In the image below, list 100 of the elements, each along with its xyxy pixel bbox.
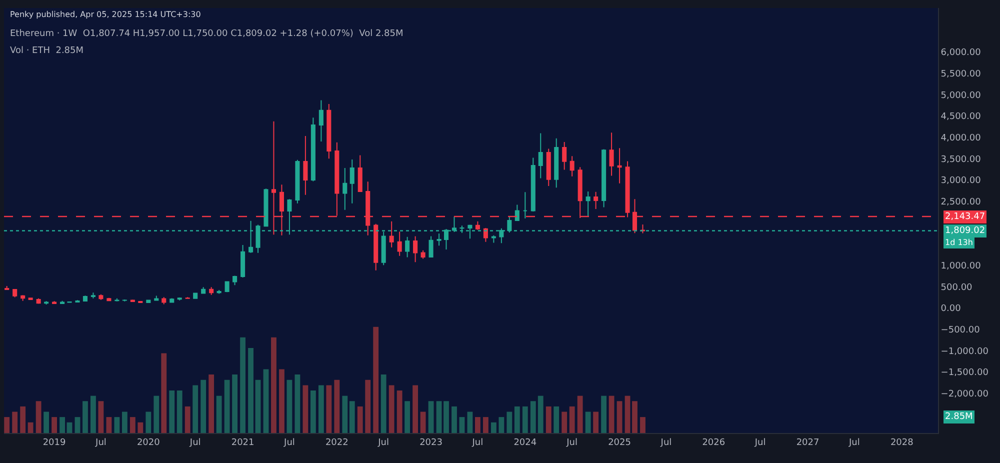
candlestick bbox=[342, 168, 348, 210]
x-tick-label: Jul bbox=[471, 438, 484, 448]
bar bbox=[176, 390, 182, 433]
bar bbox=[4, 417, 10, 433]
bar bbox=[404, 401, 410, 433]
candlestick bbox=[216, 290, 222, 294]
y-tick-label: 4,000.00 bbox=[940, 133, 982, 144]
bar bbox=[444, 401, 449, 433]
ref-line-label: 2,143.47 bbox=[945, 212, 986, 222]
bar bbox=[232, 374, 238, 433]
candlestick bbox=[358, 154, 362, 192]
bar bbox=[546, 406, 552, 433]
y-tick-label: −2,000.00 bbox=[940, 389, 989, 400]
x-tick-label: 2025 bbox=[608, 438, 631, 448]
y-tick-label: 5,500.00 bbox=[940, 69, 982, 80]
text: 1d 13h bbox=[945, 238, 973, 247]
candlestick bbox=[193, 292, 198, 300]
candlestick bbox=[570, 156, 574, 177]
candlestick bbox=[224, 280, 230, 293]
candlestick bbox=[530, 157, 536, 212]
bar bbox=[475, 417, 480, 433]
candlestick bbox=[609, 132, 614, 176]
bar bbox=[506, 412, 512, 433]
candlestick bbox=[514, 204, 520, 222]
bar bbox=[585, 412, 591, 433]
bar bbox=[428, 401, 434, 433]
x-tick-label: 2022 bbox=[325, 438, 348, 448]
candlestick bbox=[90, 292, 96, 299]
bar bbox=[632, 401, 638, 433]
bar bbox=[82, 401, 88, 433]
candlestick bbox=[420, 250, 426, 260]
bar bbox=[624, 396, 630, 433]
y-tick-label: −500.00 bbox=[940, 325, 980, 336]
bar bbox=[52, 417, 57, 433]
candlestick bbox=[170, 298, 174, 304]
bar bbox=[522, 406, 528, 433]
x-tick-label: Jul bbox=[188, 438, 201, 448]
bar bbox=[240, 337, 246, 433]
y-tick-label: 3,500.00 bbox=[940, 154, 982, 165]
bar bbox=[412, 385, 418, 433]
bar bbox=[122, 412, 128, 433]
x-tick-label: Jul bbox=[377, 438, 390, 448]
bar bbox=[200, 380, 206, 433]
bar bbox=[216, 396, 222, 433]
bar bbox=[420, 412, 426, 433]
x-tick-label: 2027 bbox=[796, 438, 820, 448]
bar bbox=[36, 401, 42, 433]
bar bbox=[569, 406, 575, 433]
bar bbox=[161, 353, 167, 433]
bar bbox=[60, 417, 65, 433]
candlestick bbox=[413, 236, 418, 263]
candlestick bbox=[594, 191, 598, 210]
candlestick bbox=[209, 286, 214, 296]
x-tick-label: Jul bbox=[660, 438, 672, 448]
x-tick-label: 2021 bbox=[231, 438, 254, 448]
y-tick-label: 500.00 bbox=[940, 282, 973, 293]
bar bbox=[593, 412, 599, 433]
candlestick bbox=[475, 220, 480, 230]
bar bbox=[357, 406, 363, 433]
x-tick-label: Jul bbox=[94, 438, 106, 448]
candlestick bbox=[318, 100, 324, 142]
bar bbox=[255, 380, 261, 433]
candlestick bbox=[602, 148, 606, 208]
bar bbox=[130, 417, 136, 433]
x-tick-label: 2024 bbox=[514, 438, 537, 448]
x-tick-label: Jul bbox=[566, 438, 578, 448]
bar bbox=[286, 380, 292, 433]
bar bbox=[192, 385, 198, 433]
bar bbox=[562, 412, 568, 433]
candlestick bbox=[122, 298, 127, 302]
candlestick bbox=[177, 297, 182, 301]
bar bbox=[514, 406, 520, 433]
bar bbox=[436, 401, 442, 433]
text: 2.85M bbox=[945, 412, 973, 422]
bar bbox=[154, 396, 160, 433]
candlestick bbox=[240, 244, 246, 278]
bar bbox=[248, 348, 254, 433]
candlestick bbox=[201, 286, 206, 294]
candlestick bbox=[586, 190, 590, 217]
candlestick bbox=[562, 141, 567, 170]
candlestick bbox=[546, 148, 551, 186]
x-tick-label: Jul bbox=[283, 438, 295, 448]
bar bbox=[44, 412, 49, 433]
candlestick bbox=[554, 138, 559, 188]
chart-title: Vol · ETH 2.85M bbox=[10, 46, 84, 56]
text: Ethereum · 1W O1,807.74 H1,957.00 L1,750.00 C1,809.02 +1.28 (+0.07%) Vol 2.85M bbox=[10, 29, 404, 39]
candlestick bbox=[350, 158, 354, 204]
candlestick bbox=[389, 220, 394, 248]
bar bbox=[467, 412, 473, 433]
bar bbox=[114, 417, 120, 433]
bar bbox=[224, 380, 230, 433]
bar bbox=[490, 422, 496, 433]
candlestick bbox=[4, 286, 10, 290]
candlestick bbox=[436, 233, 442, 246]
candlestick bbox=[75, 300, 80, 303]
candlestick bbox=[28, 297, 33, 300]
candlestick bbox=[522, 192, 528, 219]
bar bbox=[208, 374, 214, 433]
bar bbox=[601, 396, 607, 433]
bar bbox=[184, 406, 190, 433]
